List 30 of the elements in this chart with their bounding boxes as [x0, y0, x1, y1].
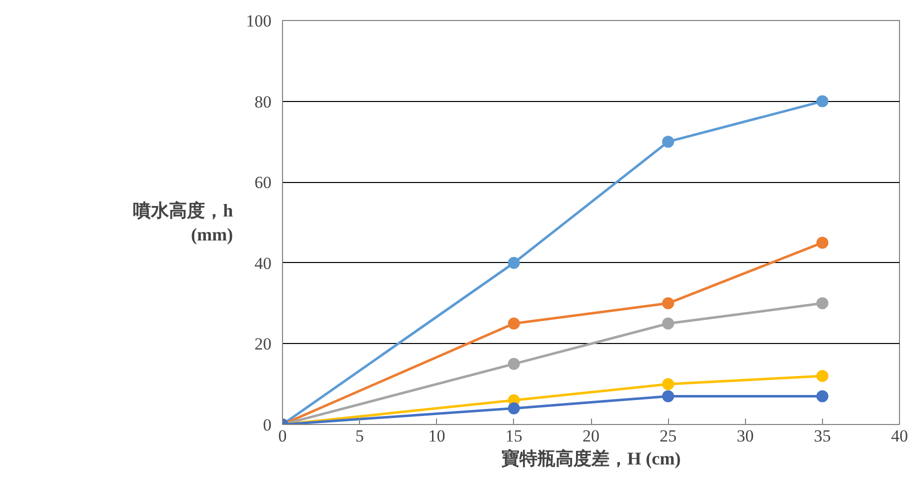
point — [816, 390, 828, 402]
x-tick-label: 0 — [278, 426, 287, 446]
point — [662, 136, 674, 148]
y-tick-label: 40 — [254, 254, 272, 273]
y-tick-label: 60 — [254, 173, 272, 192]
y-tick-label: 80 — [254, 92, 272, 112]
point — [508, 318, 520, 330]
point — [508, 358, 520, 370]
point — [816, 95, 828, 108]
x-tick-label: 15 — [505, 426, 522, 446]
x-tick-label: 30 — [736, 426, 754, 446]
point — [508, 256, 520, 269]
point — [662, 297, 674, 310]
point — [662, 318, 674, 330]
point — [662, 378, 674, 390]
y-tick-label: 100 — [246, 12, 272, 30]
point — [816, 297, 828, 310]
x-tick-label: 40 — [891, 426, 908, 446]
y-tick-label: 20 — [254, 334, 272, 354]
point — [508, 402, 520, 414]
x-tick-label: 10 — [428, 426, 446, 446]
x-tick-label: 25 — [660, 426, 677, 446]
x-axis-title: 寶特瓶高度差，H (cm) — [500, 448, 681, 468]
x-tick-label: 35 — [814, 426, 831, 446]
x-tick-label: 5 — [355, 426, 364, 446]
x-tick-label: 20 — [582, 426, 600, 446]
point — [816, 370, 828, 382]
y-axis-title: 噴水高度，h (mm) — [132, 200, 234, 244]
point — [662, 390, 674, 402]
point — [816, 236, 828, 249]
